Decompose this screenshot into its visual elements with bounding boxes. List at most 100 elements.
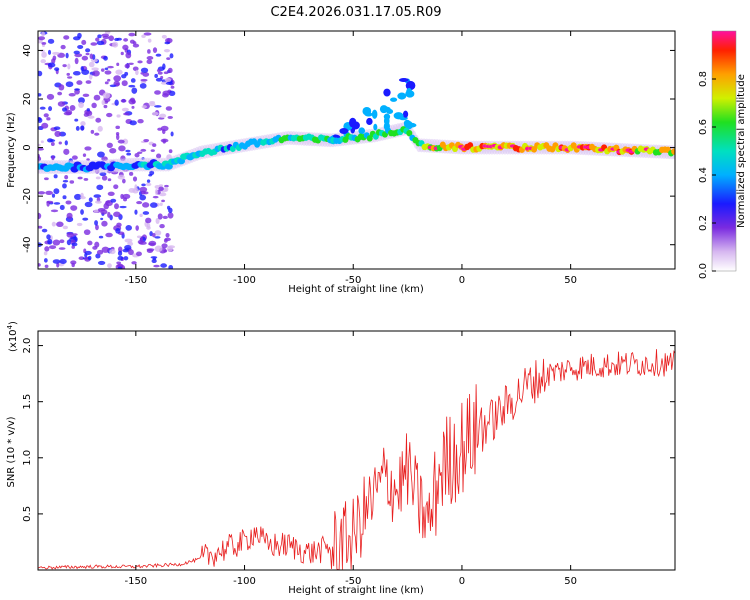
spectral-noise-blob (162, 90, 171, 96)
spectral-noise-blob (38, 117, 43, 123)
spectral-noise-blob (49, 139, 56, 143)
spectral-noise-blob (54, 130, 61, 138)
spectral-noise-blob (152, 47, 158, 54)
spectral-noise-blob (38, 212, 42, 220)
spectral-noise-blob (123, 197, 128, 202)
spectral-noise-blob (162, 215, 168, 220)
spectral-noise-blob (95, 117, 102, 123)
spectral-noise-blob (71, 242, 78, 247)
figure-title: C2E4.2026.031.17.05.R09 (270, 5, 441, 20)
spectral-ridge-blob (70, 166, 79, 173)
snr-xtick-label: -100 (233, 576, 256, 587)
spectral-noise-blob (48, 245, 57, 250)
spectral-noise-blob (85, 48, 91, 53)
spectral-noise-blob (100, 68, 105, 72)
spectrogram-xtick-label: 0 (459, 275, 465, 286)
snr-multiplier-close: ) (8, 321, 19, 325)
spectral-ridge-blob (366, 135, 373, 142)
spectral-noise-blob (151, 111, 159, 116)
spectral-noise-blob (58, 141, 62, 145)
spectral-noise-blob (139, 194, 147, 201)
spectral-feature-blob (373, 123, 378, 131)
spectral-noise-blob (139, 186, 148, 193)
spectral-noise-blob (116, 134, 120, 141)
spectral-noise-blob (140, 67, 149, 73)
spectral-noise-blob (47, 49, 52, 55)
spectral-noise-blob (154, 90, 161, 95)
snr-multiplier: (x104) (6, 321, 19, 352)
spectral-noise-blob (150, 149, 155, 152)
spectral-noise-blob (91, 102, 97, 109)
spectral-noise-blob (107, 178, 112, 182)
spectral-noise-blob (146, 223, 151, 229)
spectrogram-ytick-label: -40 (22, 237, 33, 253)
spectral-noise-blob (109, 84, 117, 88)
spectral-noise-blob (104, 67, 109, 71)
spectral-feature-blob (366, 117, 373, 126)
spectral-noise-blob (152, 232, 156, 238)
colorbar-ticks: 0.0 0.2 0.4 0.6 0.8 (698, 71, 716, 279)
spectral-noise-blob (106, 112, 113, 118)
spectral-noise-blob (47, 38, 55, 44)
spectral-noise-blob (58, 247, 66, 250)
spectral-noise-blob (101, 246, 110, 253)
spectral-noise-blob (153, 264, 160, 268)
spectral-noise-blob (158, 186, 164, 192)
spectral-noise-blob (152, 195, 159, 199)
spectral-noise-blob (128, 62, 134, 65)
spectral-feature-blob (402, 110, 409, 118)
spectral-noise-blob (87, 115, 95, 119)
spectral-noise-blob (134, 152, 140, 158)
spectral-noise-blob (128, 32, 136, 37)
spectral-noise-blob (43, 251, 48, 256)
spectral-noise-blob (154, 230, 162, 236)
spectral-noise-blob (50, 209, 59, 213)
spectral-noise-blob (82, 93, 90, 97)
spectral-noise-blob (103, 97, 111, 103)
spectral-noise-blob (51, 58, 56, 64)
colorbar-tick-label: 0.4 (698, 167, 709, 183)
spectral-noise-blob (156, 68, 161, 73)
spectral-noise-blob (163, 238, 168, 243)
spectral-noise-blob (148, 173, 153, 177)
spectral-noise-blob (78, 256, 85, 260)
spectral-noise-blob (88, 197, 93, 203)
spectral-noise-blob (62, 107, 68, 112)
spectral-noise-blob (126, 152, 132, 156)
spectral-noise-blob (77, 176, 83, 180)
spectral-noise-blob (101, 175, 108, 181)
spectral-noise-blob (81, 69, 90, 75)
spectral-noise-blob (105, 200, 111, 204)
spectrogram-ytick-label: 20 (22, 93, 33, 106)
spectral-noise-blob (80, 209, 84, 215)
spectral-noise-blob (52, 259, 61, 264)
spectral-noise-blob (38, 93, 42, 97)
spectral-noise-blob (164, 184, 169, 188)
spectral-noise-blob (77, 97, 85, 104)
spectral-noise-blob (112, 41, 119, 48)
spectral-noise-blob (68, 92, 76, 97)
spectral-noise-blob (62, 183, 67, 189)
colorbar-tick-label: 0.0 (698, 263, 709, 279)
spectral-noise-blob (41, 122, 49, 129)
spectral-noise-blob (170, 85, 175, 89)
spectral-noise-blob (135, 69, 139, 76)
spectral-noise-blob (88, 61, 95, 68)
spectral-noise-blob (155, 53, 162, 57)
spectral-noise-blob (96, 40, 105, 46)
spectral-noise-blob (59, 239, 65, 244)
snr-ytick-label: 0.5 (22, 506, 33, 522)
spectral-noise-blob (90, 42, 98, 46)
spectral-noise-blob (95, 253, 101, 259)
spectral-noise-blob (85, 80, 92, 84)
spectral-feature-blob (339, 127, 349, 134)
spectral-noise-blob (104, 70, 112, 75)
spectral-noise-blob (73, 50, 80, 55)
spectral-noise-blob (38, 147, 44, 151)
spectral-noise-blob (119, 205, 127, 209)
colorbar-tick-label: 0.8 (698, 71, 709, 87)
spectral-noise-blob (121, 107, 129, 112)
spectral-noise-blob (128, 249, 134, 256)
spectrogram-xtick-label: -150 (124, 275, 147, 286)
spectral-noise-blob (54, 67, 60, 72)
